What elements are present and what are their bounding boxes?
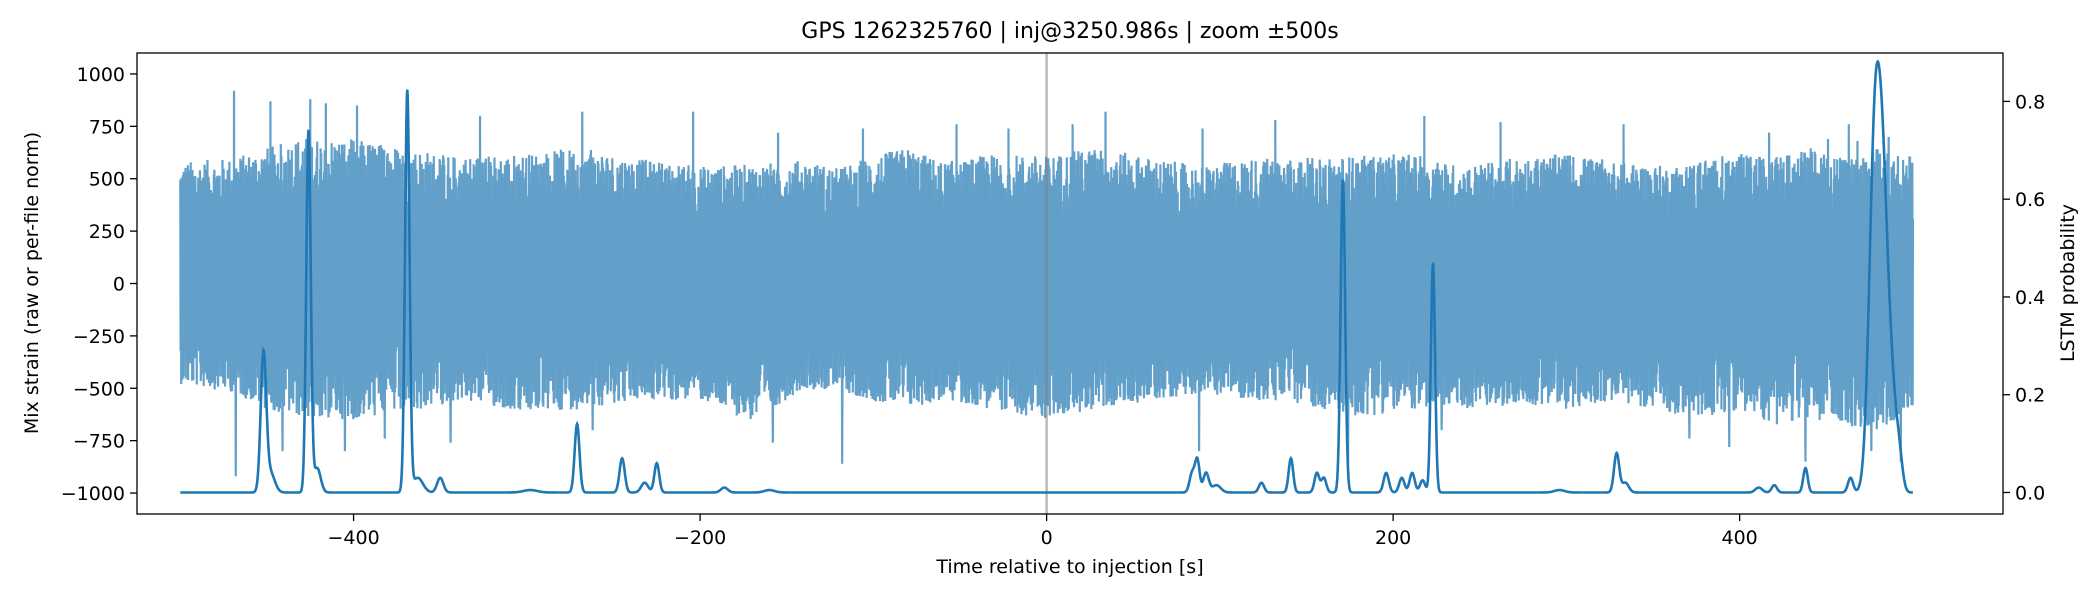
y-tick-label: 500 [89,169,125,191]
y2-tick-label: 0.0 [2015,482,2045,504]
y2-tick-label: 0.4 [2015,287,2045,309]
y2-tick-label: 0.8 [2015,91,2045,113]
y-tick-label: 1000 [77,64,125,86]
y-axis-label: Mix strain (raw or per-file norm) [21,132,43,434]
y-axis-left: −1000 −750 −500 −250 0 250 500 750 1000 [61,64,137,505]
y2-tick-label: 0.2 [2015,385,2045,407]
y-axis-right: 0.0 0.2 0.4 0.6 0.8 [2003,91,2045,504]
x-tick-label: −200 [674,527,726,549]
x-tick-label: 200 [1375,527,1411,549]
y-tick-label: −750 [73,431,125,453]
plot-area [179,53,1915,514]
y-tick-label: −250 [73,326,125,348]
x-tick-label: 400 [1722,527,1758,549]
y-tick-label: 750 [89,116,125,138]
x-tick-label: 0 [1041,527,1053,549]
y-tick-label: −500 [73,378,125,400]
y-tick-label: −1000 [61,483,125,505]
x-axis: −400 −200 0 200 400 [327,514,1758,549]
lstm-probability-series [180,59,1913,494]
y2-tick-label: 0.6 [2015,189,2045,211]
lstm-probability-line [180,59,1913,494]
x-tick-label: −400 [327,527,379,549]
x-axis-label: Time relative to injection [s] [935,556,1203,578]
y-tick-label: 250 [89,221,125,243]
y-tick-label: 0 [113,274,125,296]
chart-title: GPS 1262325760 | inj@3250.986s | zoom ±5… [801,19,1338,44]
y2-axis-label: LSTM probability [2057,204,2079,362]
